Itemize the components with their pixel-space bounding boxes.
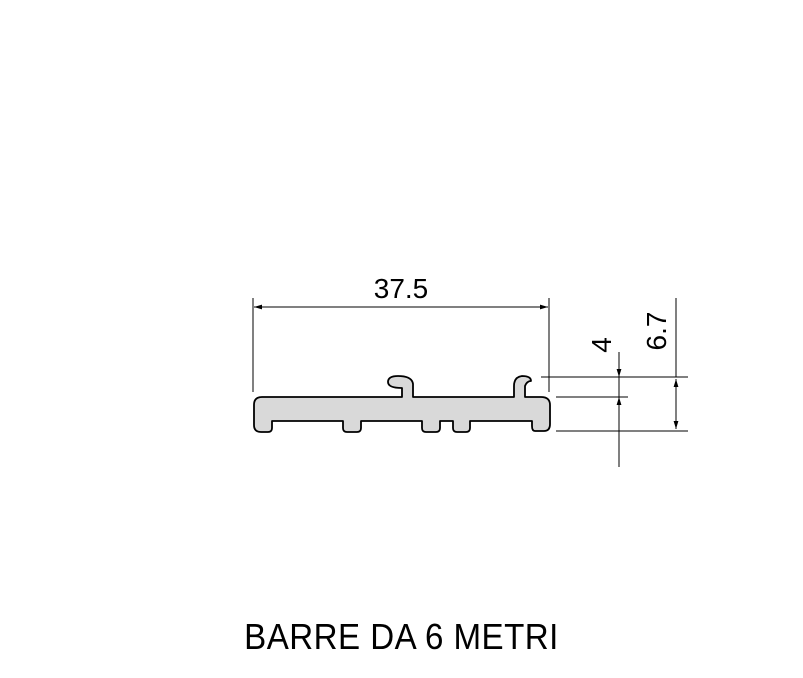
- width-dimension-label: 37.5: [374, 273, 429, 304]
- profile-section: [253, 375, 551, 433]
- inner-height-dimension-label: 4: [586, 337, 617, 353]
- total-height-dimension-label: 6.7: [641, 312, 672, 351]
- drawing-caption: BARRE DA 6 METRI: [244, 616, 559, 657]
- width-dimension: [252, 298, 550, 392]
- height-extension-lines: [541, 376, 688, 432]
